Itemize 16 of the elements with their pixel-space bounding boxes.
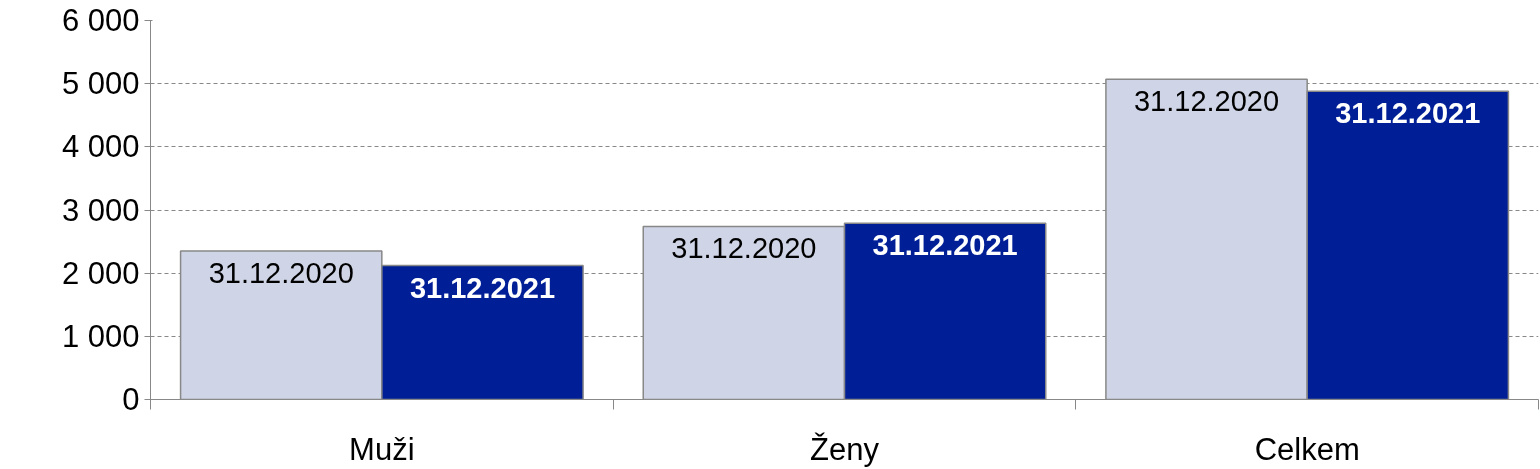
y-tick-label: 5 000 <box>61 66 140 102</box>
y-tick-label: 4 000 <box>61 129 140 165</box>
x-tick-label: Muži <box>349 431 415 467</box>
y-tick-label: 3 000 <box>61 192 140 228</box>
x-tick-label: Ženy <box>810 431 880 467</box>
text: 31.12.2020 <box>1133 85 1280 118</box>
series-label: 31.12.2021 <box>409 271 556 304</box>
y-tick-label: 6 000 <box>61 3 140 38</box>
y-tick-label: 0 <box>122 382 140 417</box>
text: 31.12.2021 <box>1335 97 1481 130</box>
y-tick-label: 1 000 <box>61 318 140 354</box>
x-tick-label: Celkem <box>1254 431 1360 467</box>
y-tick-label: 2 000 <box>61 255 140 291</box>
text: 31.12.2020 <box>671 232 817 265</box>
text: 31.12.2021 <box>872 229 1018 262</box>
series-label: 31.12.2020 <box>208 257 354 290</box>
